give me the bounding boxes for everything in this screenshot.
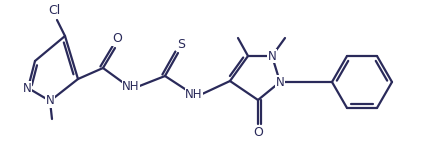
- Text: S: S: [177, 37, 185, 51]
- Text: NH: NH: [185, 88, 203, 102]
- Text: N: N: [45, 95, 54, 107]
- Text: N: N: [276, 76, 284, 88]
- Text: N: N: [268, 49, 276, 63]
- Text: NH: NH: [122, 80, 140, 93]
- Text: Cl: Cl: [48, 5, 60, 17]
- Text: O: O: [112, 32, 122, 46]
- Text: O: O: [253, 127, 263, 139]
- Text: N: N: [23, 81, 31, 95]
